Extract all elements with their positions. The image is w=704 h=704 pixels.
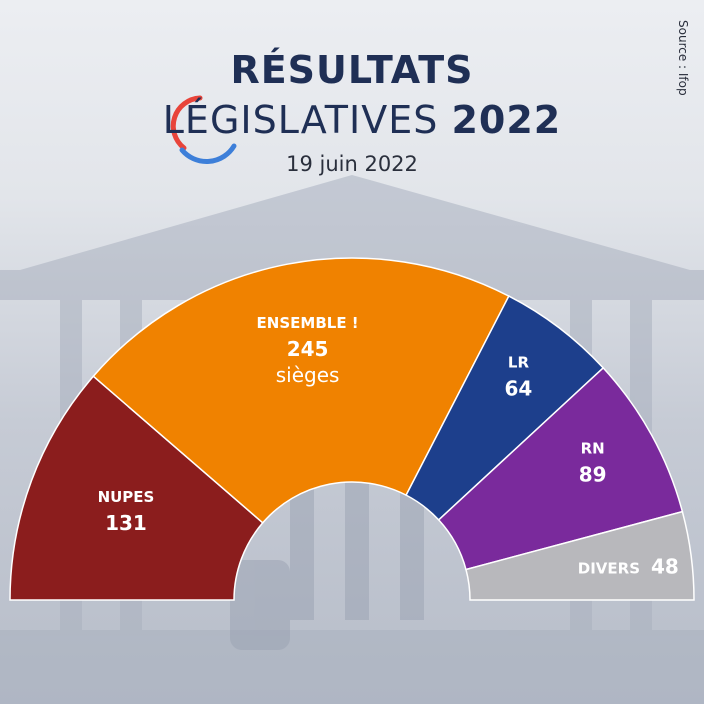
segment-ensemble xyxy=(92,257,510,524)
logo-arc-icon xyxy=(170,95,237,165)
value-rn: 89 xyxy=(579,462,607,486)
segment-divers xyxy=(465,510,695,601)
label-rn: RN xyxy=(581,439,605,457)
value-lr: 64 xyxy=(505,376,533,400)
value-nupes: 131 xyxy=(105,511,147,535)
label-divers: DIVERS xyxy=(578,560,640,578)
value-divers: 48 xyxy=(651,555,679,579)
title-line-1: RÉSULTATS xyxy=(230,48,474,92)
label-lr: LR xyxy=(508,353,530,371)
title-line-2: LÉGISLATIVES 2022 xyxy=(0,98,704,142)
unit-label: sièges xyxy=(276,363,340,387)
source-label: Source : Ifop xyxy=(676,20,690,96)
value-ensemble: 245 xyxy=(287,337,329,361)
label-nupes: NUPES xyxy=(98,488,155,506)
title-year: 2022 xyxy=(451,98,562,142)
title-legislatives: LÉGISLATIVES xyxy=(162,98,439,142)
label-ensemble: ENSEMBLE ! xyxy=(257,314,359,332)
date-label: 19 juin 2022 xyxy=(286,152,418,176)
segment-nupes xyxy=(9,375,264,601)
